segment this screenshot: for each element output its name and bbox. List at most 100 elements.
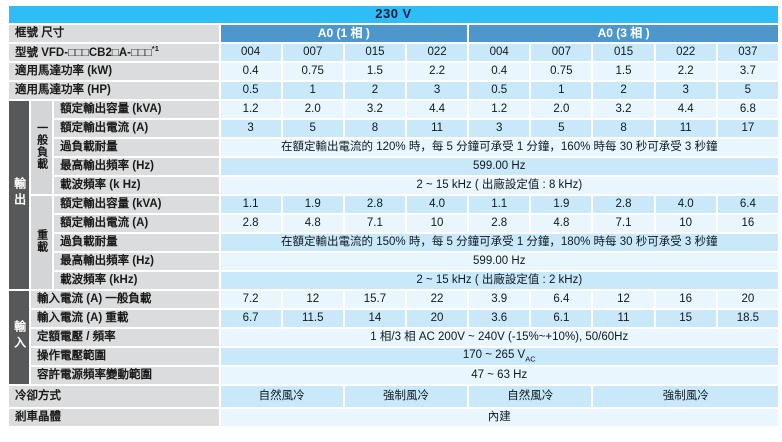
value-cell: 3 — [655, 82, 716, 99]
value-cell: 004 — [220, 44, 281, 61]
value-cell: 004 — [469, 44, 530, 61]
overload-value: 在額定輸出電流的 150% 時，每 5 分鐘可承受 1 分鐘，180% 時每 3… — [220, 234, 778, 251]
freq-tolerance-value: 47 ~ 63 Hz — [220, 367, 778, 384]
overload-label: 過負載耐量 — [54, 139, 219, 156]
row-motor-kw: 適用馬達功率 (kW) 0.4 0.75 1.5 2.2 0.4 0.75 1.… — [9, 63, 778, 80]
value-cell: 6.4 — [717, 196, 778, 213]
value-cell: 2.2 — [655, 63, 716, 80]
value-cell: 14 — [344, 310, 405, 327]
operating-voltage-unit-sub: AC — [525, 354, 536, 364]
value-cell: 2 — [344, 82, 405, 99]
value-cell: 15 — [655, 310, 716, 327]
value-cell: 12 — [593, 291, 654, 308]
row-brake: 剎車晶體 內建 — [9, 409, 778, 426]
value-cell: 2.8 — [344, 196, 405, 213]
heavy-duty-band-label: 重載 — [35, 228, 48, 253]
value-cell: 6.1 — [531, 310, 592, 327]
carrier-freq-value: 2 ~ 15 kHz ( 出廠設定值 : 8 kHz) — [220, 177, 778, 194]
value-cell: 17 — [717, 120, 778, 137]
value-cell: 4.4 — [655, 101, 716, 118]
brake-label: 剎車晶體 — [9, 409, 219, 426]
value-cell: 1.2 — [469, 101, 530, 118]
carrier-freq-label: 載波頻率 (kHz) — [54, 272, 219, 289]
row-voltage-title: 230 V — [9, 6, 778, 23]
value-cell: 1.9 — [282, 196, 343, 213]
value-cell: 015 — [593, 44, 654, 61]
frame-size-label: 框號 尺寸 — [9, 25, 219, 42]
cooling-cell: 自然風冷 — [469, 386, 592, 407]
value-cell: 2.8 — [593, 196, 654, 213]
row-output-heavy-maxfreq: 最高輸出頻率 (Hz) 599.00 Hz — [9, 253, 778, 270]
value-cell: 3 — [406, 82, 468, 99]
value-cell: 015 — [344, 44, 405, 61]
freq-tolerance-label: 容許電源頻率變動範圍 — [31, 367, 219, 384]
value-cell: 1.1 — [220, 196, 281, 213]
model-label: 型號 VFD-□□□CB2□A-□□□*1 — [9, 44, 219, 61]
value-cell: 2.8 — [469, 215, 530, 232]
value-cell: 2.8 — [220, 215, 281, 232]
value-cell: 0.75 — [282, 63, 343, 80]
value-cell: 7.2 — [220, 291, 281, 308]
value-cell: 1.9 — [531, 196, 592, 213]
value-cell: 8 — [593, 120, 654, 137]
input-current-normal-label: 輸入電流 (A) 一般負載 — [31, 291, 219, 308]
value-cell: 4.0 — [655, 196, 716, 213]
row-model: 型號 VFD-□□□CB2□A-□□□*1 004 007 015 022 00… — [9, 44, 778, 61]
operating-voltage-text: 170 ~ 265 V — [462, 349, 526, 362]
value-cell: 12 — [282, 291, 343, 308]
max-freq-value: 599.00 Hz — [220, 158, 778, 175]
row-input-current-normal: 輸入 輸入電流 (A) 一般負載 7.2 12 15.7 22 3.9 6.4 … — [9, 291, 778, 384]
row-output-heavy-current: 額定輸出電流 (A) 2.8 4.8 7.1 10 2.8 4.8 7.1 10… — [9, 215, 778, 232]
value-cell: 22 — [406, 291, 468, 308]
row-input-rated-voltage: 定額電壓 / 頻率 1 相/3 相 AC 200V ~ 240V (-15%~+… — [9, 329, 778, 346]
value-cell: 5 — [282, 120, 343, 137]
value-cell: 1.5 — [593, 63, 654, 80]
value-cell: 3.7 — [717, 63, 778, 80]
value-cell: 7.1 — [344, 215, 405, 232]
output-current-label: 額定輸出電流 (A) — [54, 120, 219, 137]
row-output-heavy-capacity: 重載 額定輸出容量 (kVA) 1.1 1.9 2.8 4.0 1.1 1.9 … — [9, 196, 778, 289]
output-capacity-label: 額定輸出容量 (kVA) — [54, 101, 219, 118]
motor-hp-label: 適用馬達功率 (HP) — [9, 82, 219, 99]
input-band-label: 輸入 — [12, 319, 27, 352]
model-footnote-marker: *1 — [151, 44, 159, 54]
value-cell: 5 — [717, 82, 778, 99]
output-current-label: 額定輸出電流 (A) — [54, 215, 219, 232]
output-capacity-label: 額定輸出容量 (kVA) — [54, 196, 219, 213]
rated-voltage-label: 定額電壓 / 頻率 — [31, 329, 219, 346]
max-freq-value: 599.00 Hz — [220, 253, 778, 270]
cooling-cell: 強制風冷 — [593, 386, 778, 407]
value-cell: 4.8 — [282, 215, 343, 232]
value-cell: 3.9 — [469, 291, 530, 308]
value-cell: 1 — [282, 82, 343, 99]
value-cell: 2 — [593, 82, 654, 99]
value-cell: 0.4 — [220, 63, 281, 80]
overload-label: 過負載耐量 — [54, 234, 219, 251]
value-cell: 0.5 — [469, 82, 530, 99]
row-output-normal-capacity: 輸出 一般負載 額定輸出容量 (kVA) 1.2 2.0 3.2 4.4 1.2… — [9, 101, 778, 289]
output-band-label: 輸出 — [12, 177, 27, 210]
value-cell: 022 — [406, 44, 468, 61]
value-cell: 20 — [717, 291, 778, 308]
carrier-freq-value: 2 ~ 15 kHz ( 出廠設定值 : 2 kHz) — [220, 272, 778, 289]
cooling-label: 冷卻方式 — [9, 386, 219, 407]
overload-value: 在額定輸出電流的 120% 時，每 5 分鐘可承受 1 分鐘，160% 時每 3… — [220, 139, 778, 156]
value-cell: 10 — [655, 215, 716, 232]
value-cell: 037 — [717, 44, 778, 61]
operating-voltage-value: 170 ~ 265 VAC — [220, 348, 778, 365]
value-cell: 18.5 — [717, 310, 778, 327]
row-cooling: 冷卻方式 自然風冷 強制風冷 自然風冷 強制風冷 — [9, 386, 778, 407]
value-cell: 022 — [655, 44, 716, 61]
model-label-text: 型號 VFD-□□□CB2□A-□□□ — [15, 47, 152, 60]
value-cell: 8 — [344, 120, 405, 137]
row-frame-size: 框號 尺寸 A0 (1 相 ) A0 (3 相 ) — [9, 25, 778, 42]
group-header-1phase: A0 (1 相 ) — [220, 25, 468, 42]
normal-duty-band-label: 一般負載 — [35, 121, 48, 170]
max-freq-label: 最高輸出頻率 (Hz) — [54, 253, 219, 270]
carrier-freq-label: 載波頻率 (k Hz) — [54, 177, 219, 194]
value-cell: 11 — [406, 120, 468, 137]
value-cell: 6.7 — [220, 310, 281, 327]
operating-voltage-label: 操作電壓範圍 — [31, 348, 219, 365]
value-cell: 2.0 — [531, 101, 592, 118]
value-cell: 3 — [220, 120, 281, 137]
